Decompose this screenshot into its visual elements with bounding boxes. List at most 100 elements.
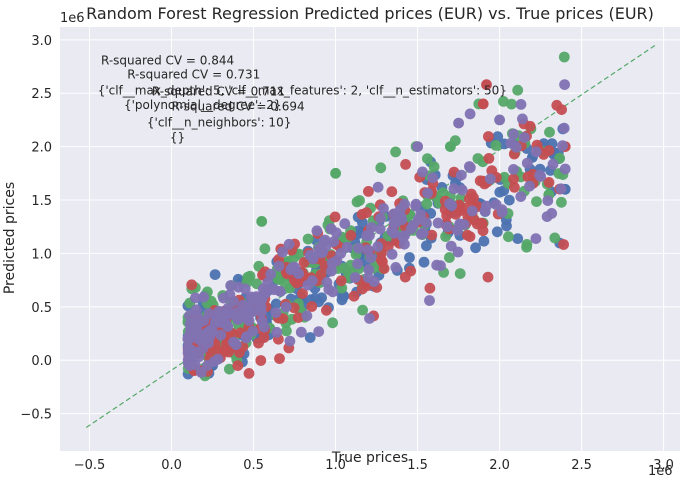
y-tick-label: 2.0 (31, 141, 52, 156)
series-3 (182, 79, 571, 378)
data-point (412, 141, 423, 153)
x-tick-label: 1.0 (325, 458, 346, 473)
data-point (291, 277, 303, 289)
data-point (302, 279, 314, 291)
chart-title: Random Forest Regression Predicted price… (86, 4, 654, 23)
data-point (494, 186, 506, 198)
data-point (321, 304, 332, 316)
data-point (422, 187, 433, 199)
data-point (319, 234, 331, 246)
data-point (256, 216, 268, 227)
data-point (271, 326, 283, 338)
y-tick-label: 0.0 (31, 354, 52, 369)
y-axis-label: Predicted prices (2, 182, 18, 294)
data-point (559, 163, 571, 175)
data-point (399, 198, 410, 210)
data-point (453, 117, 464, 129)
data-point (549, 232, 561, 244)
data-point (544, 126, 555, 138)
data-point (512, 233, 524, 245)
data-point (203, 308, 215, 319)
data-point (490, 140, 502, 151)
data-point (348, 290, 360, 302)
data-point (304, 332, 316, 343)
data-point (496, 204, 508, 216)
data-point (422, 153, 433, 165)
data-point (352, 258, 363, 270)
data-point (442, 221, 453, 233)
data-point (209, 269, 221, 280)
data-point (558, 122, 570, 134)
data-point (362, 272, 374, 283)
data-point (323, 284, 335, 295)
data-point (218, 292, 229, 304)
data-point (309, 292, 321, 304)
data-point (182, 333, 194, 345)
data-point (363, 186, 374, 197)
data-point (470, 242, 481, 254)
data-point (284, 335, 296, 347)
data-point (339, 218, 351, 230)
data-point (521, 157, 533, 169)
data-point (240, 312, 252, 324)
data-point (424, 282, 436, 294)
data-point (535, 171, 547, 182)
x-tick-label: 1.5 (407, 458, 428, 473)
data-point (418, 256, 430, 268)
data-point (510, 141, 522, 153)
annotation-text: R-squared CV = 0.711 (152, 84, 285, 98)
data-point (475, 217, 487, 229)
data-point (378, 203, 389, 214)
data-point (400, 159, 411, 170)
data-point (257, 269, 268, 281)
data-point (386, 186, 398, 198)
data-point (432, 217, 444, 229)
data-point (328, 236, 340, 248)
data-point (260, 285, 271, 297)
data-point (420, 217, 432, 229)
data-point (237, 299, 249, 311)
data-point (421, 198, 433, 210)
data-point (445, 141, 456, 153)
data-point (517, 113, 528, 125)
data-point (491, 226, 503, 238)
data-point (424, 295, 435, 306)
y-tick-label: 0.5 (31, 301, 52, 316)
data-point (330, 167, 341, 179)
data-point (558, 239, 569, 250)
data-point (464, 108, 476, 120)
data-point (494, 114, 505, 126)
annotation-text: R-squared CV = 0.731 (127, 67, 260, 81)
data-point (212, 353, 224, 365)
data-point (363, 264, 375, 276)
data-point (375, 162, 387, 174)
data-point (255, 355, 267, 366)
data-point (556, 196, 567, 208)
data-point (518, 132, 530, 143)
data-point (326, 265, 337, 277)
data-point (338, 262, 350, 274)
data-point (243, 368, 255, 379)
data-point (415, 209, 426, 220)
data-point (431, 259, 443, 271)
annotation-text: {} (170, 130, 185, 144)
x-tick-label: 0.5 (243, 458, 264, 473)
data-point (444, 198, 455, 210)
data-point (464, 231, 476, 243)
annotation-text: R-squared CV = 0.844 (101, 53, 234, 67)
data-point (375, 212, 386, 224)
data-point (452, 246, 464, 258)
x-tick-label: 0.0 (161, 458, 182, 473)
data-point (255, 306, 267, 318)
data-point (481, 79, 492, 91)
data-point (313, 326, 325, 337)
data-point (508, 128, 519, 140)
data-point (472, 153, 484, 164)
data-point (386, 225, 398, 237)
data-point (288, 302, 300, 314)
data-point (388, 208, 400, 220)
data-point (464, 162, 476, 174)
data-point (349, 272, 361, 283)
